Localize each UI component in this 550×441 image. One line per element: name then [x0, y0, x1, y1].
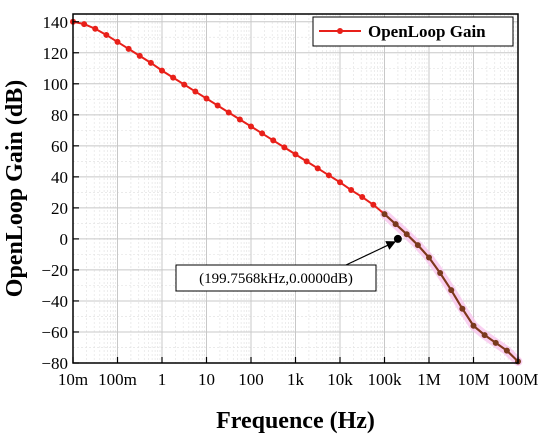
series-point — [147, 59, 154, 66]
series-layer — [70, 18, 523, 366]
series-point — [181, 81, 188, 88]
series-point — [81, 21, 88, 28]
series-point — [214, 102, 221, 109]
series-point — [281, 144, 288, 151]
series-point — [114, 38, 121, 45]
series-point — [437, 270, 444, 277]
series-point — [481, 332, 488, 339]
x-tick-label: 100M — [498, 370, 539, 389]
series-point — [337, 179, 343, 186]
series-point — [103, 31, 110, 38]
series-point — [292, 151, 299, 158]
x-tick-label: 10k — [327, 370, 353, 389]
annotation-box — [175, 264, 377, 292]
x-axis-title: Frequence (Hz) — [216, 408, 375, 434]
y-tick-label: −80 — [41, 354, 68, 373]
series-point — [225, 109, 232, 116]
series-point — [192, 88, 199, 95]
series-point — [303, 158, 310, 165]
series-point — [459, 305, 466, 312]
series-point — [381, 211, 388, 218]
y-tick-label: 60 — [51, 137, 68, 156]
series-point — [348, 187, 355, 194]
series-point — [414, 242, 421, 249]
series-point — [92, 25, 99, 32]
series-point — [136, 52, 143, 59]
annotation-label: (199.7568kHz,0.0000dB) — [199, 271, 353, 287]
series-point — [503, 347, 510, 354]
series-point — [426, 254, 432, 261]
series-point — [170, 74, 177, 81]
series-point — [392, 221, 399, 228]
x-axis-ticks: 10m 100m 1 10 100 1k 10k 100k 1M 10M 100M — [58, 357, 538, 389]
x-tick-label: 100 — [238, 370, 264, 389]
y-tick-label: −40 — [41, 292, 68, 311]
legend-label: OpenLoop Gain — [368, 22, 486, 41]
y-tick-label: 0 — [60, 230, 69, 249]
series-point — [492, 339, 499, 346]
series-point — [203, 95, 210, 102]
y-tick-label: 40 — [51, 168, 68, 187]
y-tick-label: 120 — [43, 44, 69, 63]
series-point — [270, 137, 277, 144]
legend-marker-sample — [337, 28, 343, 34]
series-point — [403, 231, 410, 238]
y-tick-label: −60 — [41, 323, 68, 342]
y-tick-label: 140 — [43, 13, 69, 32]
series-point — [470, 322, 477, 329]
x-tick-label: 100k — [368, 370, 403, 389]
x-tick-label: 10M — [457, 370, 489, 389]
series-point — [159, 67, 165, 74]
y-axis-title: OpenLoop Gain (dB) — [2, 80, 28, 297]
grid-lines — [72, 14, 519, 364]
legend: OpenLoop Gain — [312, 16, 514, 47]
y-axis-ticks: 140 120 100 80 60 40 20 0 −20 −40 −60 −80 — [41, 13, 79, 373]
y-tick-label: 100 — [43, 75, 69, 94]
annotation-layer: (199.7568kHz,0.0000dB) — [175, 234, 402, 292]
x-tick-label: 1M — [417, 370, 441, 389]
x-tick-label: 1k — [287, 370, 305, 389]
annotation-point — [393, 234, 402, 243]
x-tick-label: 10 — [198, 370, 215, 389]
series-point — [314, 165, 321, 172]
annotation-arrow — [345, 241, 396, 266]
series-point — [448, 287, 455, 294]
x-tick-label: 10m — [58, 370, 88, 389]
x-tick-label: 100m — [98, 370, 137, 389]
series-point — [359, 194, 366, 201]
series-point — [236, 116, 243, 123]
y-tick-label: 20 — [51, 199, 68, 218]
series-point — [370, 201, 377, 208]
x-tick-label: 1 — [158, 370, 167, 389]
series-point — [125, 45, 132, 52]
y-tick-label: 80 — [51, 106, 68, 125]
series-point — [248, 123, 254, 130]
series-point — [325, 172, 332, 179]
y-tick-label: −20 — [41, 261, 68, 280]
series-point — [259, 130, 266, 137]
